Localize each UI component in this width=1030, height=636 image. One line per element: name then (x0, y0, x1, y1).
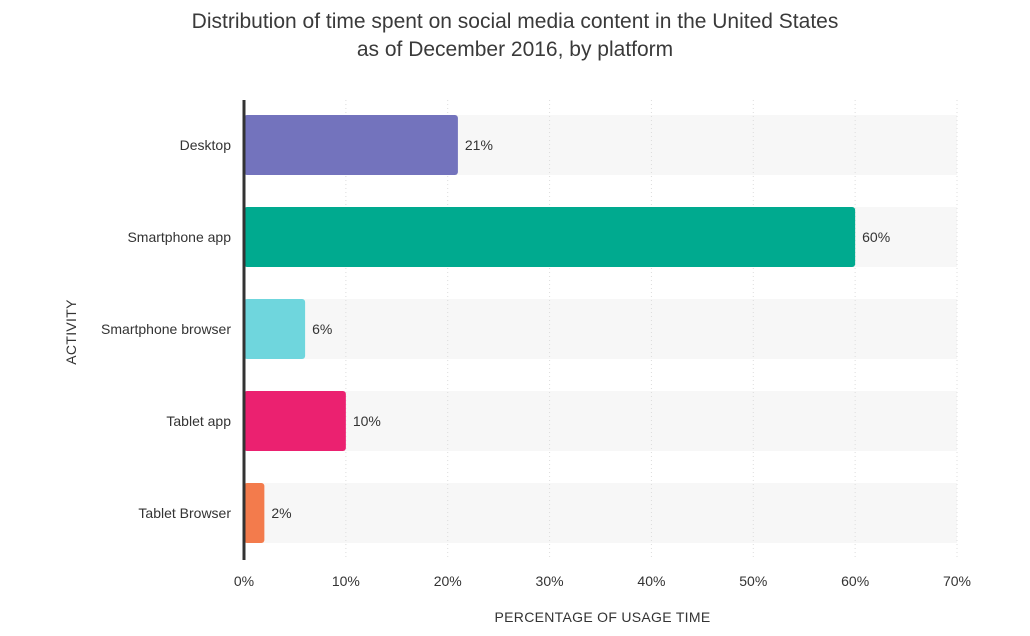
bar (244, 483, 265, 543)
bars (244, 115, 856, 543)
bar (244, 207, 856, 267)
category-label: Tablet app (166, 413, 231, 429)
data-label: 60% (862, 229, 890, 245)
x-tick-label: 50% (739, 573, 767, 589)
category-labels: Desktop Smartphone app Smartphone browser T… (101, 137, 231, 521)
chart-title-line-2: as of December 2016, by platform (356, 38, 674, 61)
bar (244, 391, 346, 451)
x-tick-label: 60% (841, 573, 869, 589)
row-band (244, 391, 957, 451)
data-label: 2% (271, 505, 291, 521)
y-axis-title: ACTIVITY (63, 299, 79, 365)
category-label: Smartphone browser (101, 321, 231, 337)
gridlines (345, 100, 958, 560)
data-label: 6% (312, 321, 332, 337)
x-tick-label: 70% (943, 573, 971, 589)
category-label: Smartphone app (127, 229, 231, 245)
category-label: Tablet Browser (138, 505, 231, 521)
chart-title-line-1: Distribution of time spent on social med… (191, 10, 839, 33)
x-tick-label: 0% (234, 573, 254, 589)
category-label: Desktop (180, 137, 232, 153)
bar (244, 115, 458, 175)
x-tick-label: 20% (434, 573, 462, 589)
data-label: 21% (465, 137, 493, 153)
bar (244, 299, 306, 359)
x-axis-title: PERCENTAGE OF USAGE TIME (495, 609, 711, 625)
row-bands (244, 115, 957, 543)
data-labels: 21% 60% 6% 10% 2% (271, 137, 890, 521)
x-tick-labels: 0% 10% 20% 30% 40% 50% 60% 70% (234, 573, 971, 589)
row-band (244, 299, 957, 359)
row-band (244, 483, 957, 543)
x-tick-label: 10% (332, 573, 360, 589)
x-tick-label: 30% (536, 573, 564, 589)
data-label: 10% (353, 413, 381, 429)
x-tick-label: 40% (637, 573, 665, 589)
chart-title: Distribution of time spent on social med… (0, 8, 1030, 64)
